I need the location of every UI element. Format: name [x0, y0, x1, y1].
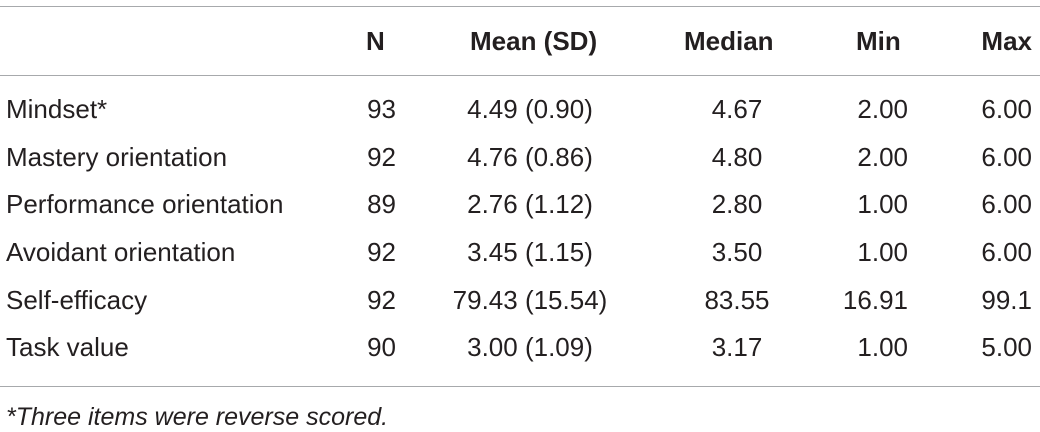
- cell-n: 92: [367, 141, 396, 172]
- table-row: Mastery orientation 92 4.76 (0.86) 4.80 …: [0, 134, 1040, 182]
- cell-mean-sd: 2.76 (1.12): [467, 189, 593, 220]
- row-label: Task value: [6, 332, 129, 363]
- cell-n: 89: [367, 189, 396, 220]
- cell-max: 6.00: [981, 189, 1032, 220]
- cell-min: 1.00: [857, 237, 908, 268]
- cell-median: 3.50: [711, 237, 763, 268]
- table-row: Avoidant orientation 92 3.45 (1.15) 3.50…: [0, 229, 1040, 277]
- cell-mean-sd: 4.76 (0.86): [467, 141, 593, 172]
- table-row: Mindset* 93 4.49 (0.90) 4.67 2.00 6.00: [0, 76, 1040, 134]
- cell-max: 6.00: [981, 141, 1032, 172]
- cell-median: 83.55: [704, 284, 770, 315]
- header-n: N: [366, 25, 385, 56]
- cell-median: 2.80: [711, 189, 763, 220]
- table-footnote: *Three items were reverse scored.: [6, 402, 389, 431]
- stats-table: N Mean (SD) Median Min Max Mindset* 93 4…: [0, 7, 1040, 372]
- header-mean-sd: Mean (SD): [470, 25, 598, 56]
- table-row: Task value 90 3.00 (1.09) 3.17 1.00 5.00: [0, 324, 1040, 372]
- row-label: Self-efficacy: [6, 284, 148, 315]
- cell-max: 6.00: [981, 237, 1032, 268]
- header-max: Max: [981, 25, 1032, 56]
- table-row: Self-efficacy 92 79.43 (15.54) 83.55 16.…: [0, 276, 1040, 324]
- descriptive-statistics-table: N Mean (SD) Median Min Max Mindset* 93 4…: [0, 6, 1040, 432]
- cell-min: 1.00: [857, 332, 908, 363]
- cell-n: 92: [367, 237, 396, 268]
- cell-min: 1.00: [857, 189, 908, 220]
- cell-n: 92: [367, 284, 396, 315]
- header-label: [0, 7, 330, 76]
- cell-max: 5.00: [981, 332, 1032, 363]
- cell-min: 2.00: [857, 141, 908, 172]
- header-row: N Mean (SD) Median Min Max: [0, 7, 1040, 76]
- cell-n: 93: [367, 94, 396, 125]
- header-min: Min: [856, 25, 901, 56]
- cell-mean-sd: 4.49 (0.90): [467, 94, 593, 125]
- cell-mean-sd: 3.00 (1.09): [467, 332, 593, 363]
- bottom-rule: [0, 385, 1040, 387]
- cell-min: 16.91: [842, 284, 908, 315]
- row-label: Performance orientation: [6, 189, 284, 220]
- cell-min: 2.00: [857, 94, 908, 125]
- top-rule: [0, 6, 1040, 7]
- row-label: Avoidant orientation: [6, 237, 236, 268]
- cell-max: 6.00: [981, 94, 1032, 125]
- cell-median: 4.80: [711, 141, 763, 172]
- cell-mean-sd: 3.45 (1.15): [467, 237, 593, 268]
- cell-median: 4.67: [711, 94, 763, 125]
- row-label: Mindset*: [6, 94, 108, 125]
- cell-median: 3.17: [711, 332, 763, 363]
- row-label: Mastery orientation: [6, 141, 228, 172]
- cell-mean-sd: 79.43 (15.54): [452, 284, 608, 315]
- table-row: Performance orientation 89 2.76 (1.12) 2…: [0, 181, 1040, 229]
- header-median: Median: [684, 25, 774, 56]
- cell-max: 99.1: [981, 284, 1032, 315]
- cell-n: 90: [367, 332, 396, 363]
